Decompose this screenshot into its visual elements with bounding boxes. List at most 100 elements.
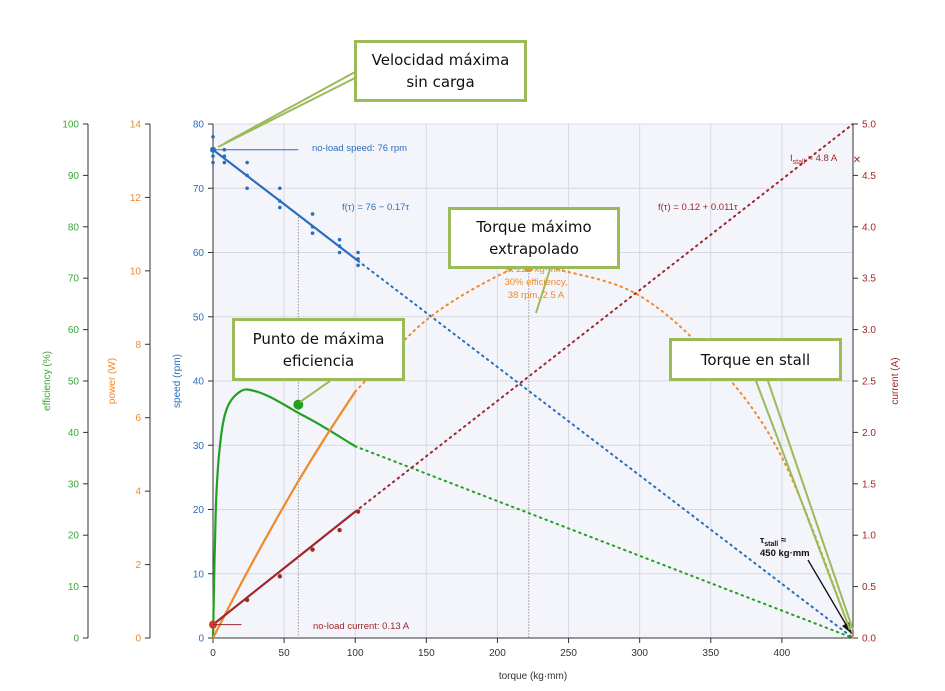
power-tick-label: 0 [135,634,141,645]
current-series-line [212,510,356,626]
max-power-label-line: 38 rpm, 2.5 A [508,290,565,301]
current-tick-label: 0.5 [862,582,876,593]
x-tick-label: 400 [774,648,791,659]
speed-measured-point [310,212,315,216]
speed-measured-point [337,250,342,255]
max-power-label-line: at 220 kg·mm, [506,264,567,275]
current-tick-label: 1.0 [862,531,876,542]
current-series-extrapolated [354,123,854,513]
speed-tick-label: 10 [193,569,205,580]
speed-measured-point [356,257,360,261]
speed-measured-point [310,231,315,236]
callout-max-torque: Torque máximo extrapolado [448,207,620,269]
speed-fit-label: f(τ) = 76 − 0.17τ [342,202,409,213]
speed-measured-point [211,154,215,158]
efficiency-tick-label: 60 [68,325,80,336]
efficiency-axis-label: efficiency (%) [42,351,53,411]
series-layer [209,123,854,639]
max-power-label-line: 30% efficiency, [504,277,567,288]
efficiency-tick-label: 0 [73,634,79,645]
speed-tick-label: 60 [193,248,205,259]
speed-tick-label: 70 [193,184,205,195]
current-axis-label: current (A) [890,357,901,404]
x-tick-label: 50 [279,648,291,659]
speed-measured-point [222,160,227,165]
current-tick-label: 4.5 [862,171,876,182]
speed-axis-label: speed (rpm) [172,354,183,408]
speed-measured-point [211,135,215,139]
current-measured-point [355,509,361,514]
speed-measured-point [211,160,215,165]
efficiency-tick-label: 50 [68,377,80,388]
callout-pointers [217,71,854,631]
efficiency-tick-label: 70 [68,274,80,285]
x-tick-label: 250 [560,648,577,659]
current-measured-point [310,547,315,552]
current-tick-label: 4.0 [862,222,876,233]
current-tick-label: 5.0 [862,120,876,131]
speed-series-extrapolated [357,259,854,639]
x-axis-label: torque (kg·mm) [499,671,567,682]
speed-measured-point [278,205,282,210]
x-tick-label: 200 [489,648,506,659]
current-tick-label: 3.5 [862,274,876,285]
power-axis-label: power (W) [107,358,118,404]
x-tick-label: 100 [347,648,364,659]
speed-tick-label: 0 [198,634,204,645]
speed-tick-label: 40 [193,377,205,388]
power-tick-label: 14 [130,120,142,131]
x-tick-label: 0 [210,648,216,659]
stall-torque-value: 450 kg·mm [760,548,810,559]
efficiency-tick-label: 100 [62,120,79,131]
x-tick-label: 150 [418,648,435,659]
pointer-max-torque [535,268,551,314]
pointer-stall-2 [767,380,854,631]
power-tick-label: 2 [135,560,141,571]
power-tick-label: 8 [135,340,141,351]
efficiency-tick-label: 30 [68,479,80,490]
current-tick-label: 2.0 [862,428,876,439]
speed-measured-point [356,250,360,255]
stall-torque-arrow [807,559,849,629]
speed-measured-point [337,244,342,248]
no-load-current-label: no-load current: 0.13 A [313,621,410,632]
speed-measured-point [245,160,249,165]
speed-measured-point [310,225,315,229]
stall-current-marker: ✕ [853,155,861,166]
current-tick-label: 2.5 [862,377,876,388]
x-tick-label: 350 [702,648,719,659]
speed-measured-point [245,173,249,178]
efficiency-tick-label: 20 [68,531,80,542]
speed-measured-point [278,186,282,191]
efficiency-tick-label: 80 [68,222,80,233]
current-fit-label: f(τ) = 0.12 + 0.011τ [658,202,738,213]
pointer-no-load [217,77,356,148]
power-tick-label: 12 [130,193,142,204]
power-tick-label: 10 [130,266,142,277]
stall-torque-label: τstall ≈ [760,535,787,548]
current-tick-label: 1.5 [862,479,876,490]
speed-tick-label: 50 [193,312,205,323]
current-tick-label: 0.0 [862,634,876,645]
efficiency-series-extrapolated [354,445,854,639]
efficiency-tick-label: 90 [68,171,80,182]
current-tick-label: 3.0 [862,325,876,336]
speed-measured-point [278,199,282,203]
pointer-max-efficiency [299,380,331,403]
speed-tick-label: 80 [193,120,205,131]
speed-tick-label: 30 [193,441,205,452]
speed-measured-point [222,154,227,158]
current-measured-point [337,527,342,533]
efficiency-series-line [211,388,356,639]
callout-no-load-speed: Velocidad máxima sin carga [354,40,527,102]
efficiency-tick-label: 40 [68,428,80,439]
speed-tick-label: 20 [193,505,205,516]
current-measured-point [244,597,250,603]
pointer-no-load-2 [224,71,356,144]
current-measured-point [277,574,283,579]
efficiency-tick-label: 10 [68,582,80,593]
speed-series-line [212,148,359,262]
callout-stall-torque: Torque en stall [669,338,842,381]
stall-torque-arrowhead [842,622,852,634]
